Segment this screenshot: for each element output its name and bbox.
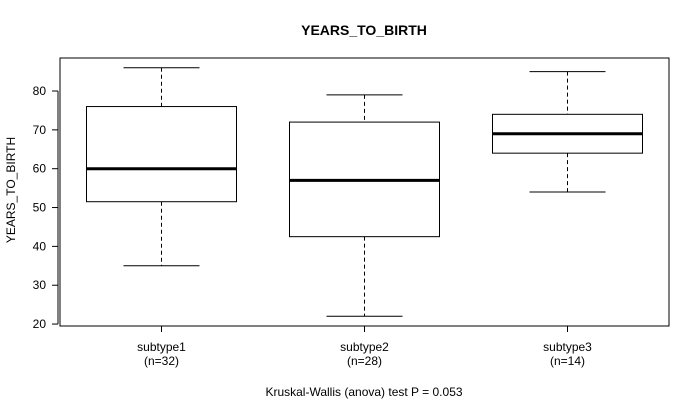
y-tick-label: 70 [33,123,47,137]
x-tick-label: subtype3 [543,340,592,354]
box-subtype1 [86,67,237,267]
y-tick-label: 30 [33,278,47,292]
iqr-box [86,106,237,203]
box-subtype2 [289,94,440,317]
x-count-label: (n=28) [347,354,382,368]
x-count-label: (n=14) [550,354,585,368]
x-axis-labels: subtype1(n=32) subtype2(n=28) subtype3(n=1… [137,326,592,368]
y-axis: 20 30 40 50 60 70 80 [33,84,59,331]
y-tick-label: 80 [33,84,47,98]
x-tick-label: subtype2 [340,340,389,354]
x-count-label: (n=32) [144,354,179,368]
chart-title: YEARS_TO_BIRTH [301,22,427,38]
y-tick-label: 60 [33,162,47,176]
y-tick-label: 40 [33,239,47,253]
y-axis-title: YEARS_TO_BIRTH [4,137,18,243]
boxes-group [86,67,643,317]
y-tick-label: 20 [33,317,47,331]
box-subtype3 [492,71,643,193]
x-tick-label: subtype1 [137,340,186,354]
test-footnote: Kruskal-Wallis (anova) test P = 0.053 [265,385,462,399]
y-tick-label: 50 [33,201,47,215]
